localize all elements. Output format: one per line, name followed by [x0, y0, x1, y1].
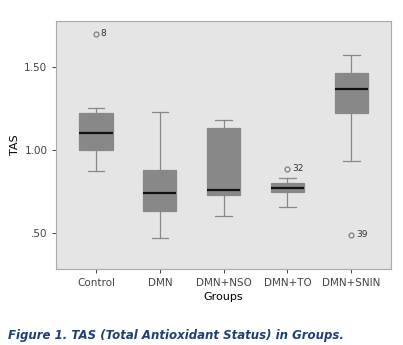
- Text: 32: 32: [292, 165, 303, 174]
- PathPatch shape: [79, 114, 112, 150]
- Text: 8: 8: [100, 29, 106, 38]
- PathPatch shape: [207, 128, 240, 195]
- X-axis label: Groups: Groups: [204, 292, 243, 302]
- PathPatch shape: [335, 73, 368, 114]
- PathPatch shape: [143, 170, 177, 211]
- PathPatch shape: [271, 183, 304, 191]
- Y-axis label: TAS: TAS: [10, 135, 20, 155]
- Text: Figure 1. TAS (Total Antioxidant Status) in Groups.: Figure 1. TAS (Total Antioxidant Status)…: [8, 328, 344, 342]
- Text: 39: 39: [356, 230, 367, 239]
